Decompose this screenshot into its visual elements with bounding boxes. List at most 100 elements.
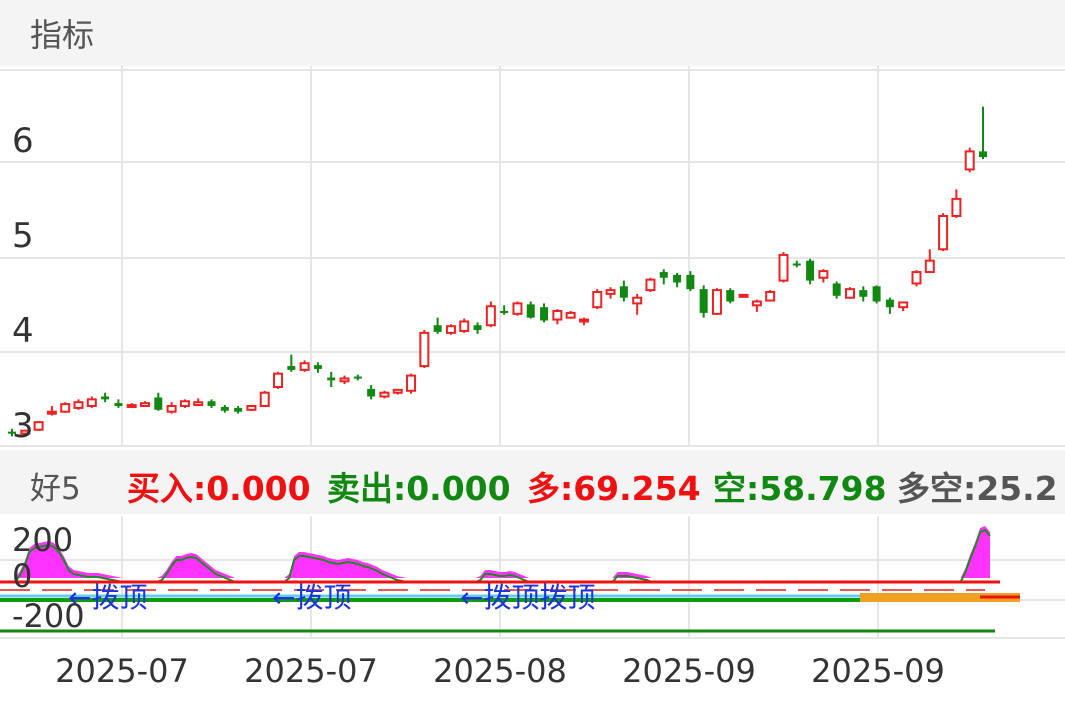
candle [898,301,909,311]
candle [353,374,362,381]
candle-body [353,376,362,379]
candle-body [114,403,123,406]
candle [8,428,16,437]
candle [60,402,71,413]
candle-body [459,320,470,332]
price-tick-label: 3 [12,406,34,446]
indicator-name[interactable]: 好5 [30,471,81,507]
candle [979,106,987,159]
candle-body [220,406,229,411]
candle [552,309,563,325]
candle [592,289,603,310]
candle-body [872,286,881,302]
candle [964,147,975,173]
candle-body [818,270,829,279]
candle [246,405,257,411]
candle-body [924,259,935,274]
candle-body [259,391,270,408]
candle [166,402,177,414]
candle-body [540,307,549,321]
orange-band [860,593,1020,602]
candle [419,330,430,368]
candle-body [592,291,603,309]
candle [844,287,855,299]
candle [605,287,616,299]
candle [911,270,922,287]
indicator-tick-label: 200 [12,521,73,559]
date-tick-label: 2025-07 [55,652,189,690]
candle [140,401,151,407]
candle [433,317,442,334]
candle [859,286,868,302]
candle-body [207,401,216,406]
date-tick-label: 2025-07 [244,652,378,690]
candle-body [645,278,656,292]
candle [924,249,935,274]
candle-body [234,407,243,412]
candle-body [512,302,523,315]
candle [220,405,229,413]
candle [193,398,204,407]
candle [313,362,322,373]
candle-body [885,299,894,308]
candle [406,373,417,394]
candle [392,388,403,395]
candle [792,260,801,268]
price-tick-label: 4 [12,311,34,351]
buy-value: 买入:0.000 [127,469,311,508]
indicator-outline [0,528,991,583]
candle [126,403,137,409]
candle-body [313,365,322,369]
candle [46,406,57,416]
candle [500,305,509,315]
candle-body [632,296,643,305]
candle [287,354,296,372]
candle [565,311,576,319]
candle [445,324,456,335]
sell-value: 卖出:0.000 [327,469,511,508]
candle-body [686,274,695,290]
candle-body [844,288,855,299]
candle [327,371,336,387]
candle [273,371,284,389]
candle-body [101,396,110,400]
candle-body [951,197,962,217]
candle [778,252,789,283]
candle [872,285,881,304]
candle-body [392,388,403,394]
candle [367,385,376,400]
candle [459,318,470,333]
date-tick-label: 2025-08 [433,652,567,690]
candle-body [552,310,563,321]
indicator-area [0,526,991,583]
candle [806,258,815,285]
candle [234,406,243,414]
header-bar: 指标 [0,0,1065,66]
candle-body [500,311,509,313]
candle-body [673,274,682,283]
candle-body [659,272,668,278]
candle-body [166,405,177,413]
candle [818,269,829,283]
candle-body [699,289,708,313]
candle-body [327,377,336,381]
candle [832,281,841,299]
candle [379,390,390,399]
candle [632,293,643,315]
top-signal-annotation: ←拨顶 [68,581,147,614]
chart-grid [0,66,1065,639]
short-value: 空:58.798 [713,469,887,508]
longshort-value: 多空:25.2 [897,469,1058,508]
candle [485,301,496,328]
candle-body [898,301,909,309]
date-tick-label: 2025-09 [622,652,756,690]
date-axis: 2025-07 2025-07 2025-08 2025-09 2025-09 [55,652,945,690]
candlestick-series [8,106,987,437]
price-tick-label: 6 [12,121,34,161]
indicator-annotations: ←拨顶 ←拨顶 ←拨顶拨顶 [68,581,595,614]
candle-body [964,150,975,171]
candle-body [46,410,57,415]
candle [259,390,270,408]
candle-body [406,374,417,392]
